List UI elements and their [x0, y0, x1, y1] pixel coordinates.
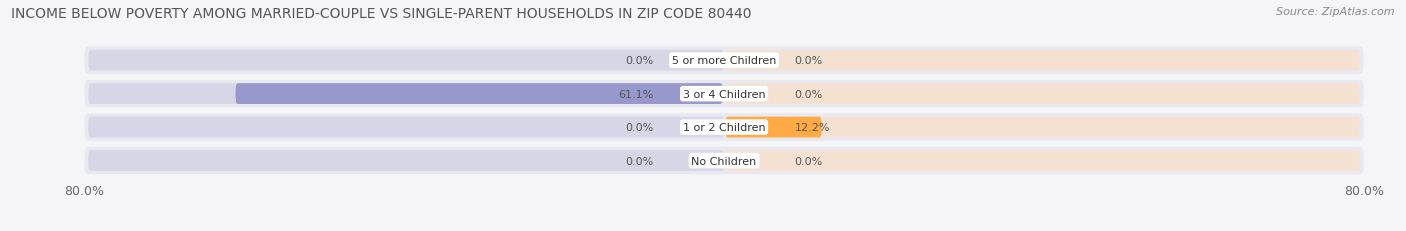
FancyBboxPatch shape: [724, 84, 1360, 105]
FancyBboxPatch shape: [84, 81, 1364, 108]
Text: 1 or 2 Children: 1 or 2 Children: [683, 123, 765, 133]
Text: INCOME BELOW POVERTY AMONG MARRIED-COUPLE VS SINGLE-PARENT HOUSEHOLDS IN ZIP COD: INCOME BELOW POVERTY AMONG MARRIED-COUPL…: [11, 7, 752, 21]
FancyBboxPatch shape: [84, 47, 1364, 75]
FancyBboxPatch shape: [84, 114, 1364, 141]
FancyBboxPatch shape: [725, 117, 821, 138]
FancyBboxPatch shape: [724, 151, 1360, 171]
FancyBboxPatch shape: [724, 51, 1360, 71]
Text: 0.0%: 0.0%: [794, 56, 823, 66]
FancyBboxPatch shape: [235, 84, 723, 105]
Text: 3 or 4 Children: 3 or 4 Children: [683, 89, 765, 99]
Text: 0.0%: 0.0%: [626, 56, 654, 66]
Text: No Children: No Children: [692, 156, 756, 166]
Text: 0.0%: 0.0%: [794, 89, 823, 99]
Text: 5 or more Children: 5 or more Children: [672, 56, 776, 66]
FancyBboxPatch shape: [89, 117, 724, 138]
Text: 61.1%: 61.1%: [619, 89, 654, 99]
Text: Source: ZipAtlas.com: Source: ZipAtlas.com: [1277, 7, 1395, 17]
Text: 0.0%: 0.0%: [794, 156, 823, 166]
Text: 12.2%: 12.2%: [794, 123, 830, 133]
FancyBboxPatch shape: [84, 147, 1364, 174]
FancyBboxPatch shape: [89, 84, 724, 105]
FancyBboxPatch shape: [89, 51, 724, 71]
Text: 0.0%: 0.0%: [626, 123, 654, 133]
FancyBboxPatch shape: [724, 117, 1360, 138]
Text: 0.0%: 0.0%: [626, 156, 654, 166]
FancyBboxPatch shape: [89, 151, 724, 171]
